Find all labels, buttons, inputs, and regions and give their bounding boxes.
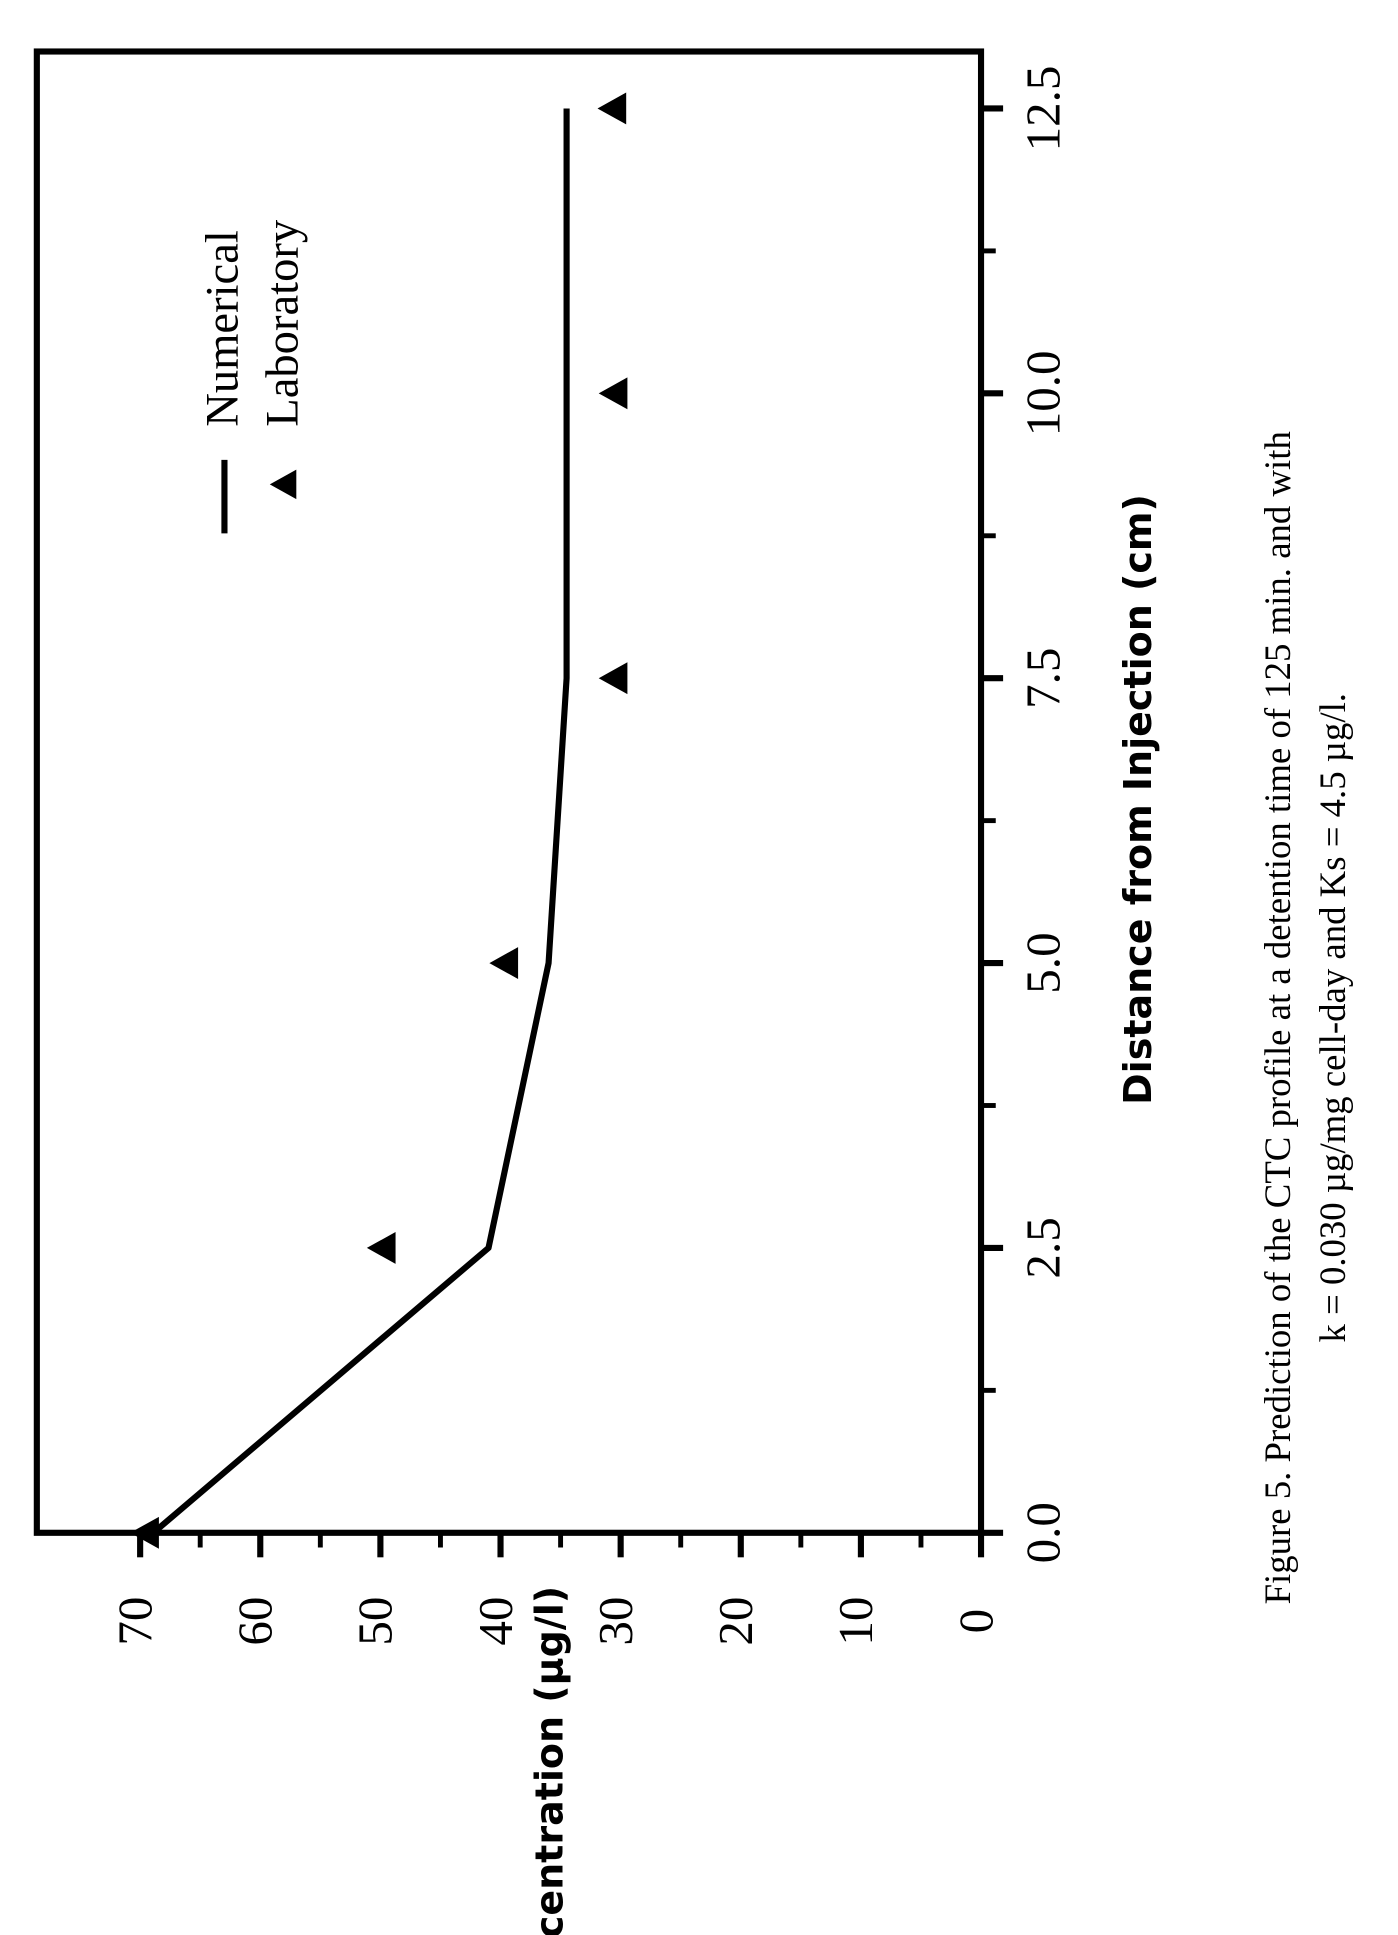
data-point [366,1231,396,1264]
data-point [598,377,628,410]
legend-label: Laboratory [257,219,309,427]
y-tick-label: 70 [107,1597,162,1646]
y-tick-label: 40 [468,1597,523,1646]
y-tick-label: 60 [228,1597,283,1646]
legend-swatch [269,469,297,500]
x-tick-label: 0.0 [1016,1502,1071,1563]
x-tick-label: 12.5 [1016,66,1071,152]
caption-line: Figure 5. Prediction of the CTC profile … [1257,431,1298,1604]
plot-frame [33,48,985,1536]
x-tick-label: 5.0 [1016,932,1071,993]
data-point [597,92,627,125]
data-point [598,662,628,695]
data-point [489,947,519,980]
x-tick-label: 2.5 [1016,1217,1071,1278]
y-tick-label: 10 [828,1597,883,1646]
x-tick-label: 7.5 [1016,648,1071,709]
legend-label: Numerical [197,230,249,427]
x-tick-label: 10.0 [1016,350,1071,436]
data-point [130,1516,159,1549]
y-tick-label: 20 [708,1597,763,1646]
y-axis-title: Concentration (µg/l) [527,1586,571,1935]
caption-line: k = 0.030 µg/mg cell-day and Ks = 4.5 µg… [1312,693,1353,1343]
x-axis-title: Distance from Injection (cm) [1116,494,1160,1105]
y-tick-label: 0 [948,1609,1003,1634]
y-tick-label: 30 [588,1597,643,1646]
data-line [151,108,570,1536]
y-tick-label: 50 [348,1597,403,1646]
